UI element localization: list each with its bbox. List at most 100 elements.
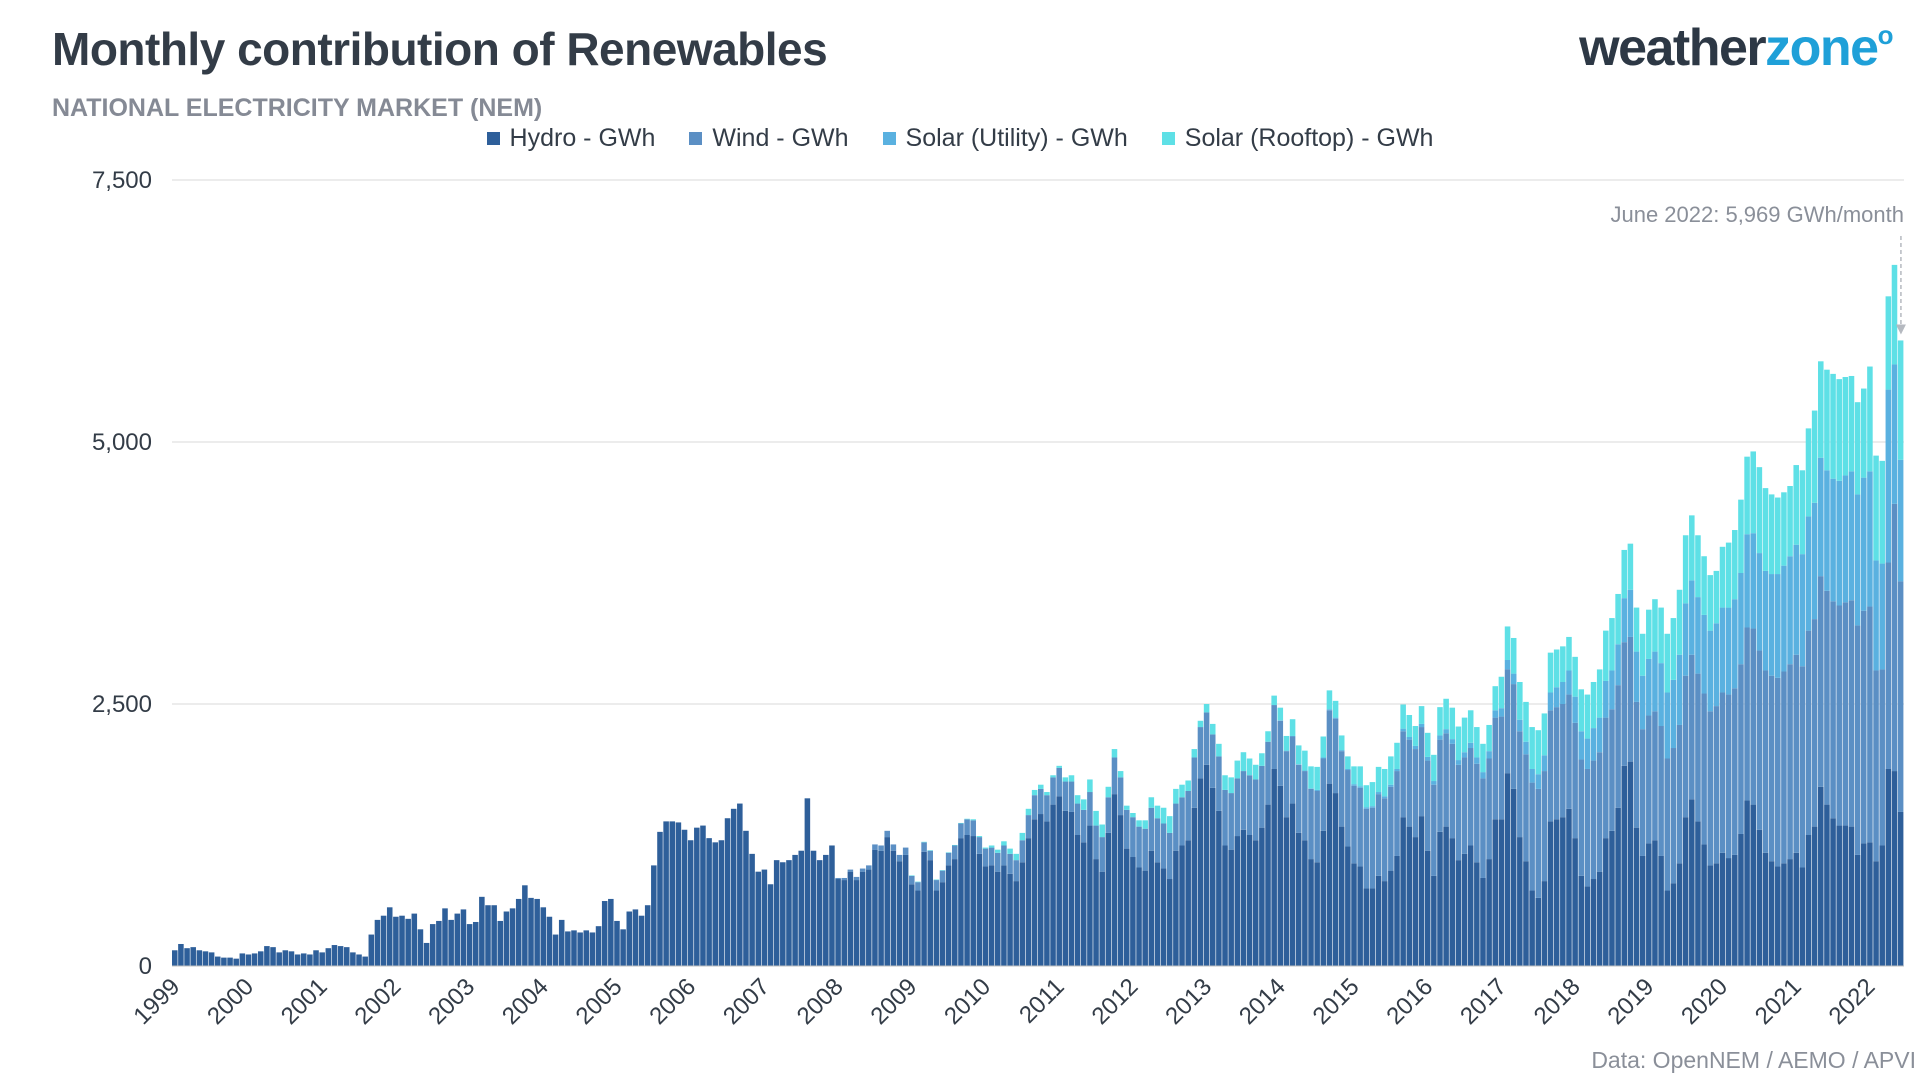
bar-hydro[interactable] [540,907,547,966]
bar-hydro[interactable] [608,898,614,966]
bar-solar-rooftop[interactable] [1130,812,1136,818]
bar-solar-rooftop[interactable] [1087,779,1093,793]
bar-hydro[interactable] [1695,821,1701,966]
bar-wind[interactable] [1191,757,1198,808]
bar-hydro[interactable] [626,911,633,967]
bar-hydro[interactable] [245,954,252,966]
bar-wind[interactable] [988,847,995,866]
bar-hydro[interactable] [1854,854,1861,966]
bar-wind[interactable] [878,845,884,851]
bar-solar-utility[interactable] [1879,563,1885,670]
bar-wind[interactable] [1038,788,1044,815]
bar-solar-utility[interactable] [1867,471,1873,607]
bar-solar-rooftop[interactable] [1566,636,1572,671]
bar-wind[interactable] [958,823,964,839]
bar-solar-utility[interactable] [1424,756,1431,761]
bar-solar-rooftop[interactable] [1431,754,1437,782]
bar-wind[interactable] [835,877,841,880]
bar-solar-rooftop[interactable] [1867,366,1873,472]
bar-wind[interactable] [1535,788,1542,898]
bar-hydro[interactable] [221,957,227,966]
bar-solar-rooftop[interactable] [1590,681,1597,729]
bar-hydro[interactable] [1443,826,1449,966]
bar-solar-rooftop[interactable] [1111,749,1118,758]
bar-hydro[interactable] [1652,840,1658,966]
bar-hydro[interactable] [1596,871,1603,966]
bar-hydro[interactable] [190,947,196,966]
bar-wind[interactable] [1240,771,1247,830]
bar-solar-rooftop[interactable] [1154,805,1161,819]
bar-wind[interactable] [1848,600,1855,827]
bar-solar-rooftop[interactable] [1394,742,1400,769]
bar-wind[interactable] [890,844,897,851]
bar-solar-rooftop[interactable] [1775,497,1781,575]
bar-solar-rooftop[interactable] [933,879,940,881]
bar-hydro[interactable] [743,830,749,966]
bar-hydro[interactable] [958,838,964,966]
bar-hydro[interactable] [1738,833,1744,966]
bar-hydro[interactable] [1885,768,1892,966]
bar-wind[interactable] [1830,601,1836,819]
bar-solar-utility[interactable] [1824,470,1830,591]
bar-solar-rooftop[interactable] [988,845,995,848]
bar-solar-rooftop[interactable] [1793,465,1799,545]
bar-wind[interactable] [945,852,952,866]
bar-wind[interactable] [1811,619,1818,827]
bar-wind[interactable] [1050,777,1056,805]
bar-solar-utility[interactable] [1326,709,1333,711]
bar-solar-rooftop[interactable] [1246,758,1253,776]
bar-solar-utility[interactable] [1768,574,1775,676]
bar-solar-utility[interactable] [1553,687,1560,708]
bar-wind[interactable] [1283,751,1290,818]
bar-solar-utility[interactable] [1695,597,1701,674]
bar-solar-utility[interactable] [1793,544,1799,655]
bar-solar-utility[interactable] [1363,807,1370,809]
bar-hydro[interactable] [651,865,657,966]
bar-hydro[interactable] [380,915,387,966]
bar-solar-rooftop[interactable] [1885,296,1892,390]
bar-hydro[interactable] [1166,879,1173,966]
bar-solar-utility[interactable] [1369,806,1376,808]
bar-solar-rooftop[interactable] [1897,340,1904,460]
bar-hydro[interactable] [460,909,467,966]
bar-wind[interactable] [964,819,970,835]
bar-solar-utility[interactable] [1314,789,1320,791]
bar-solar-rooftop[interactable] [1363,785,1370,808]
bar-wind[interactable] [1467,748,1474,846]
bar-solar-utility[interactable] [1467,742,1474,749]
bar-hydro[interactable] [1603,838,1609,966]
bar-solar-utility[interactable] [1277,720,1284,721]
bar-wind[interactable] [1381,798,1388,882]
bar-hydro[interactable] [1123,848,1130,966]
bar-solar-rooftop[interactable] [1117,771,1124,778]
bar-wind[interactable] [1523,754,1529,862]
bar-hydro[interactable] [1572,838,1578,966]
bar-hydro[interactable] [706,838,712,966]
bar-hydro[interactable] [227,957,233,966]
bar-wind[interactable] [1443,733,1449,827]
bar-hydro[interactable] [1117,815,1124,966]
bar-solar-utility[interactable] [1897,459,1904,582]
bar-solar-rooftop[interactable] [952,844,958,846]
bar-hydro[interactable] [1535,897,1542,966]
bar-hydro[interactable] [1154,862,1161,966]
bar-hydro[interactable] [761,869,768,966]
bar-wind[interactable] [1867,606,1873,843]
bar-solar-utility[interactable] [1351,784,1357,786]
bar-solar-rooftop[interactable] [1105,786,1112,798]
bar-solar-rooftop[interactable] [945,852,952,853]
weatherzone-logo[interactable]: weatherzoneo [1579,18,1893,78]
bar-solar-rooftop[interactable] [1572,656,1578,697]
bar-solar-utility[interactable] [1713,623,1720,707]
bar-hydro[interactable] [1664,890,1671,966]
bar-solar-rooftop[interactable] [1308,766,1314,789]
bar-hydro[interactable] [1756,829,1763,966]
bar-solar-utility[interactable] [1510,673,1517,685]
bar-hydro[interactable] [294,954,301,966]
bar-wind[interactable] [1160,823,1167,869]
bar-hydro[interactable] [1062,810,1069,966]
bar-wind[interactable] [1007,853,1013,874]
bar-hydro[interactable] [1707,865,1713,966]
bar-solar-rooftop[interactable] [1062,777,1069,782]
bar-hydro[interactable] [1861,843,1867,966]
